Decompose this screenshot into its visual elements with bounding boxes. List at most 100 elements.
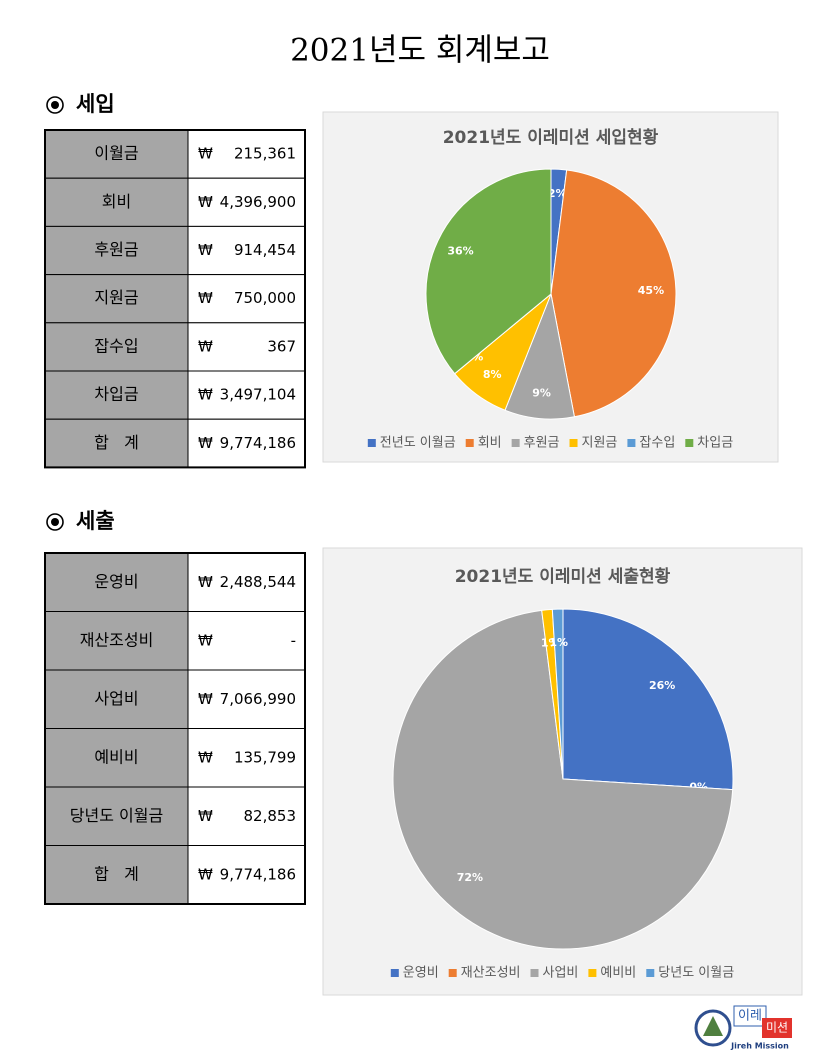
legend-label: 지원금 bbox=[582, 436, 618, 451]
logo-caption: Jireh Mission bbox=[730, 1042, 789, 1051]
table-value-cell bbox=[187, 552, 306, 612]
heading-bullet-ring bbox=[46, 513, 64, 531]
pie-slice bbox=[392, 609, 734, 950]
legend-swatch bbox=[569, 439, 578, 447]
legend-label: 당년도 이월금 bbox=[658, 966, 734, 981]
table-currency: ₩ bbox=[198, 865, 213, 883]
legend-swatch bbox=[685, 439, 694, 447]
table-label-cell bbox=[44, 225, 189, 276]
table-amount: 215,361 bbox=[234, 145, 296, 163]
chart-title: 2021년도 이레미션 세입현황 bbox=[443, 128, 659, 148]
table-label: 지원금 bbox=[94, 288, 138, 307]
table-label: 운영비 bbox=[94, 572, 138, 591]
table-value-cell bbox=[187, 225, 306, 276]
table-currency: ₩ bbox=[198, 573, 213, 591]
pie-slice bbox=[550, 169, 677, 418]
table-amount: 3,497,104 bbox=[220, 386, 296, 404]
table-label: 차입금 bbox=[94, 385, 138, 404]
table-currency: ₩ bbox=[198, 434, 213, 452]
section-heading: 세입 bbox=[76, 92, 115, 116]
table-currency: ₩ bbox=[198, 193, 213, 211]
table-amount: 2,488,544 bbox=[220, 573, 296, 591]
table-label: 재산조성비 bbox=[80, 630, 154, 649]
table-currency: ₩ bbox=[198, 631, 213, 649]
pie-slice bbox=[425, 168, 552, 375]
table-currency: ₩ bbox=[198, 690, 213, 708]
table-amount: - bbox=[291, 631, 296, 649]
legend-label: 사업비 bbox=[543, 966, 579, 981]
table-value-cell bbox=[187, 177, 306, 227]
table-value-cell bbox=[187, 786, 306, 846]
legend-swatch bbox=[390, 969, 399, 977]
table-currency: ₩ bbox=[198, 241, 213, 259]
legend-label: 잡수입 bbox=[639, 436, 675, 451]
legend-swatch bbox=[627, 439, 636, 447]
legend-label: 차입금 bbox=[697, 436, 733, 451]
legend: 전년도 이월금 회비 후원금 지원금 잡수입 차입금 bbox=[367, 436, 733, 451]
legend-swatch bbox=[367, 439, 376, 447]
table-border bbox=[44, 129, 306, 469]
legend-swatch bbox=[588, 969, 597, 977]
logo-text-bottom: 미션 bbox=[766, 1021, 788, 1035]
legend-label: 예비비 bbox=[600, 966, 636, 981]
pie-slice bbox=[551, 608, 564, 780]
table-currency: ₩ bbox=[198, 386, 213, 404]
table-label-cell bbox=[44, 418, 189, 468]
table-label-cell bbox=[44, 322, 189, 372]
legend-swatch bbox=[646, 969, 655, 977]
data-label: 2% bbox=[548, 187, 567, 200]
logo-box-top bbox=[733, 1005, 767, 1027]
table-label: 이월금 bbox=[94, 144, 138, 163]
table-amount: 9,774,186 bbox=[220, 434, 296, 452]
legend-label: 회비 bbox=[478, 436, 502, 451]
legend-swatch bbox=[448, 969, 457, 977]
table-value-cell bbox=[187, 322, 306, 372]
table-amount: 9,774,186 bbox=[220, 865, 296, 883]
legend-label: 전년도 이월금 bbox=[380, 436, 456, 451]
table-label-cell bbox=[44, 552, 189, 612]
table-amount: 135,799 bbox=[234, 748, 296, 766]
logo-text-top: 이레 bbox=[738, 1009, 762, 1024]
section-heading: 세출 bbox=[76, 509, 115, 533]
logo: 이레 미션 Jireh Mission bbox=[694, 1005, 792, 1051]
table-label: 당년도 이월금 bbox=[70, 806, 163, 825]
table-label: 회비 bbox=[102, 192, 131, 211]
table-value-cell bbox=[187, 370, 306, 420]
logo-box-bottom bbox=[762, 1018, 792, 1038]
legend-swatch bbox=[511, 439, 520, 447]
legend-label: 후원금 bbox=[524, 436, 560, 451]
data-label: 36% bbox=[447, 244, 473, 257]
table-label: 예비비 bbox=[94, 747, 138, 766]
legend-swatch bbox=[465, 439, 474, 447]
data-label: 26% bbox=[649, 679, 675, 692]
table-currency: ₩ bbox=[198, 145, 213, 163]
table-label-cell bbox=[44, 786, 189, 846]
table-currency: ₩ bbox=[198, 748, 213, 766]
heading-bullet-dot bbox=[51, 518, 59, 526]
table-label-cell bbox=[44, 611, 189, 671]
table-label: 합 계 bbox=[94, 864, 139, 883]
pie-slice bbox=[562, 608, 734, 791]
table-value-cell bbox=[187, 728, 306, 788]
heading-bullet-ring bbox=[46, 96, 64, 114]
table-value-cell bbox=[187, 418, 306, 468]
logo-emblem-mark bbox=[703, 1016, 723, 1036]
table-amount: 82,853 bbox=[244, 807, 297, 825]
table-currency: ₩ bbox=[198, 337, 213, 355]
table-amount: 4,396,900 bbox=[220, 193, 296, 211]
chart-title: 2021년도 이레미션 세출현황 bbox=[455, 567, 671, 587]
legend-label: 운영비 bbox=[403, 966, 439, 981]
data-label: 72% bbox=[457, 871, 483, 884]
data-label: 1% bbox=[549, 636, 568, 649]
table-label: 합 계 bbox=[94, 433, 139, 452]
table-label: 후원금 bbox=[94, 240, 138, 259]
data-label: 9% bbox=[532, 387, 551, 400]
data-label: 8% bbox=[483, 368, 502, 381]
table-label: 사업비 bbox=[94, 689, 138, 708]
legend-swatch bbox=[530, 969, 539, 977]
table-amount: 914,454 bbox=[234, 241, 296, 259]
data-label: 45% bbox=[638, 284, 664, 297]
table-label: 잡수입 bbox=[94, 336, 138, 355]
page-title: 2021년도 회계보고 bbox=[290, 33, 550, 69]
